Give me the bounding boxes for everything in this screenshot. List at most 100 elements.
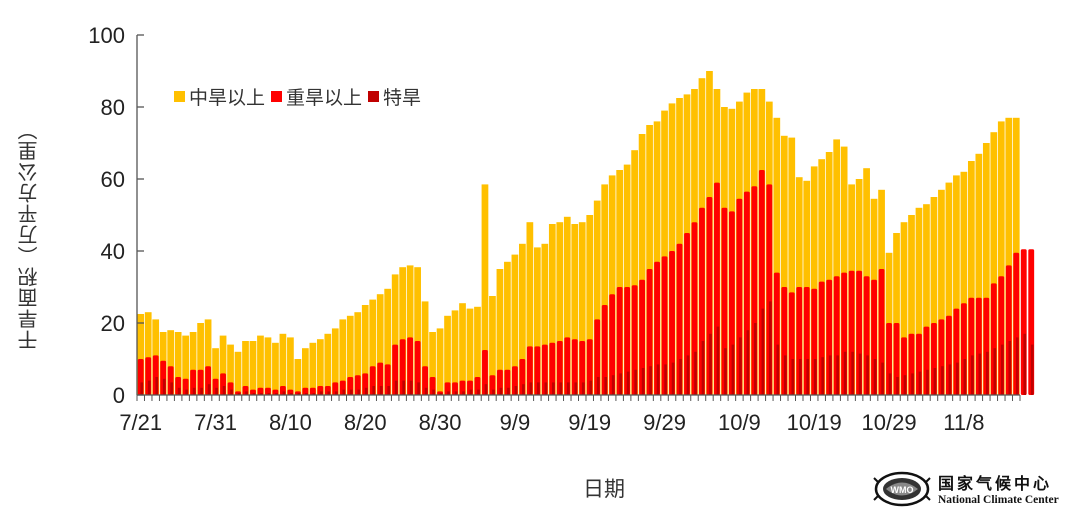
bar-extreme <box>162 378 166 395</box>
bar-moderate <box>893 233 900 395</box>
bar-extreme <box>634 369 637 395</box>
bar-moderate <box>541 243 549 395</box>
bar-extreme <box>537 382 540 395</box>
bar-extreme <box>394 380 398 395</box>
bar-moderate <box>204 319 212 395</box>
bar-moderate <box>990 132 998 395</box>
bar-moderate <box>997 121 1005 396</box>
bar-extreme <box>1015 337 1019 395</box>
bar-extreme <box>492 389 495 395</box>
bar-moderate <box>182 335 189 395</box>
bar-moderate <box>331 328 339 395</box>
y-tick-label: 40 <box>101 239 125 264</box>
bar-extreme <box>664 364 667 395</box>
bar-extreme <box>402 380 405 395</box>
bar-severe <box>549 342 556 395</box>
bar-moderate <box>249 341 257 395</box>
bar-extreme <box>200 387 203 395</box>
bar-extreme <box>320 391 323 395</box>
x-tick-label: 11/8 <box>943 410 984 435</box>
y-axis-title: 干旱面积（万平方公里） <box>17 119 41 351</box>
bar-moderate <box>930 197 938 395</box>
bar-extreme <box>791 359 795 395</box>
bar-extreme <box>155 377 159 395</box>
legend-label-moderate: 中旱以上 <box>189 87 266 109</box>
bar-extreme <box>716 326 720 395</box>
bar-extreme <box>1023 333 1027 395</box>
bar-moderate <box>810 166 818 395</box>
bar-extreme <box>776 344 780 395</box>
bar-severe <box>594 319 601 395</box>
bar-moderate <box>601 184 609 395</box>
bar-severe <box>609 294 616 395</box>
bar-moderate <box>167 330 175 395</box>
bar-extreme <box>372 386 376 395</box>
bar-moderate <box>631 150 638 395</box>
bar-moderate <box>578 222 586 395</box>
bar-extreme <box>432 389 435 395</box>
bar-extreme <box>679 359 682 395</box>
bar-extreme <box>252 393 256 395</box>
bar-moderate <box>511 254 519 395</box>
legend-item-moderate: 中旱以上 <box>170 83 265 110</box>
bar-moderate <box>975 153 983 395</box>
bar-extreme <box>806 359 810 395</box>
bar-extreme <box>409 380 413 395</box>
bar-extreme <box>761 308 765 395</box>
bar-moderate <box>316 339 324 395</box>
bar-moderate <box>264 337 272 395</box>
bar-moderate <box>234 351 242 395</box>
y-tick-label: 80 <box>101 95 125 120</box>
bar-moderate <box>324 333 332 395</box>
bar-extreme <box>993 348 997 395</box>
legend-swatch-extreme <box>368 91 380 102</box>
bar-extreme <box>544 382 548 395</box>
bar-moderate <box>967 161 975 395</box>
bar-extreme <box>611 375 615 395</box>
bar-moderate <box>616 170 624 395</box>
bar-extreme <box>170 382 173 395</box>
bar-moderate <box>474 306 481 395</box>
bar-extreme <box>641 368 645 395</box>
bar-moderate <box>586 215 594 395</box>
bar-extreme <box>424 387 428 395</box>
bar-extreme <box>746 330 750 395</box>
legend-item-extreme: 特旱 <box>364 83 421 110</box>
bar-moderate <box>466 308 474 395</box>
bar-extreme <box>686 355 690 395</box>
x-tick-label: 9/9 <box>500 410 531 435</box>
bar-extreme <box>656 364 660 395</box>
bar-moderate <box>571 224 579 395</box>
bar-extreme <box>387 386 390 395</box>
bar-moderate <box>272 342 279 395</box>
bar-extreme <box>754 323 757 395</box>
bar-extreme <box>566 382 570 395</box>
bar-extreme <box>1000 344 1004 395</box>
bar-extreme <box>230 389 233 395</box>
bar-extreme <box>364 387 368 395</box>
bar-extreme <box>851 351 854 395</box>
bar-extreme <box>185 389 188 395</box>
legend-label-extreme: 特旱 <box>383 87 422 109</box>
bar-extreme <box>836 355 839 395</box>
bar-extreme <box>978 353 982 395</box>
bar-extreme <box>507 387 510 395</box>
bar-moderate <box>795 177 803 395</box>
bar-moderate <box>773 117 781 396</box>
bar-extreme <box>933 368 937 395</box>
bar-moderate <box>788 137 796 395</box>
bar-severe <box>654 261 660 395</box>
bar-extreme <box>140 382 144 395</box>
bar-moderate <box>833 139 841 395</box>
bar-moderate <box>945 182 953 395</box>
bar-moderate <box>279 333 287 395</box>
bar-extreme <box>596 377 600 395</box>
bar-moderate <box>638 134 646 395</box>
bar-moderate <box>257 335 264 395</box>
bar-extreme <box>918 371 922 395</box>
bar-severe <box>556 341 563 395</box>
bar-extreme <box>454 391 458 395</box>
bar-extreme <box>349 389 353 395</box>
x-tick-label: 8/30 <box>419 410 462 435</box>
